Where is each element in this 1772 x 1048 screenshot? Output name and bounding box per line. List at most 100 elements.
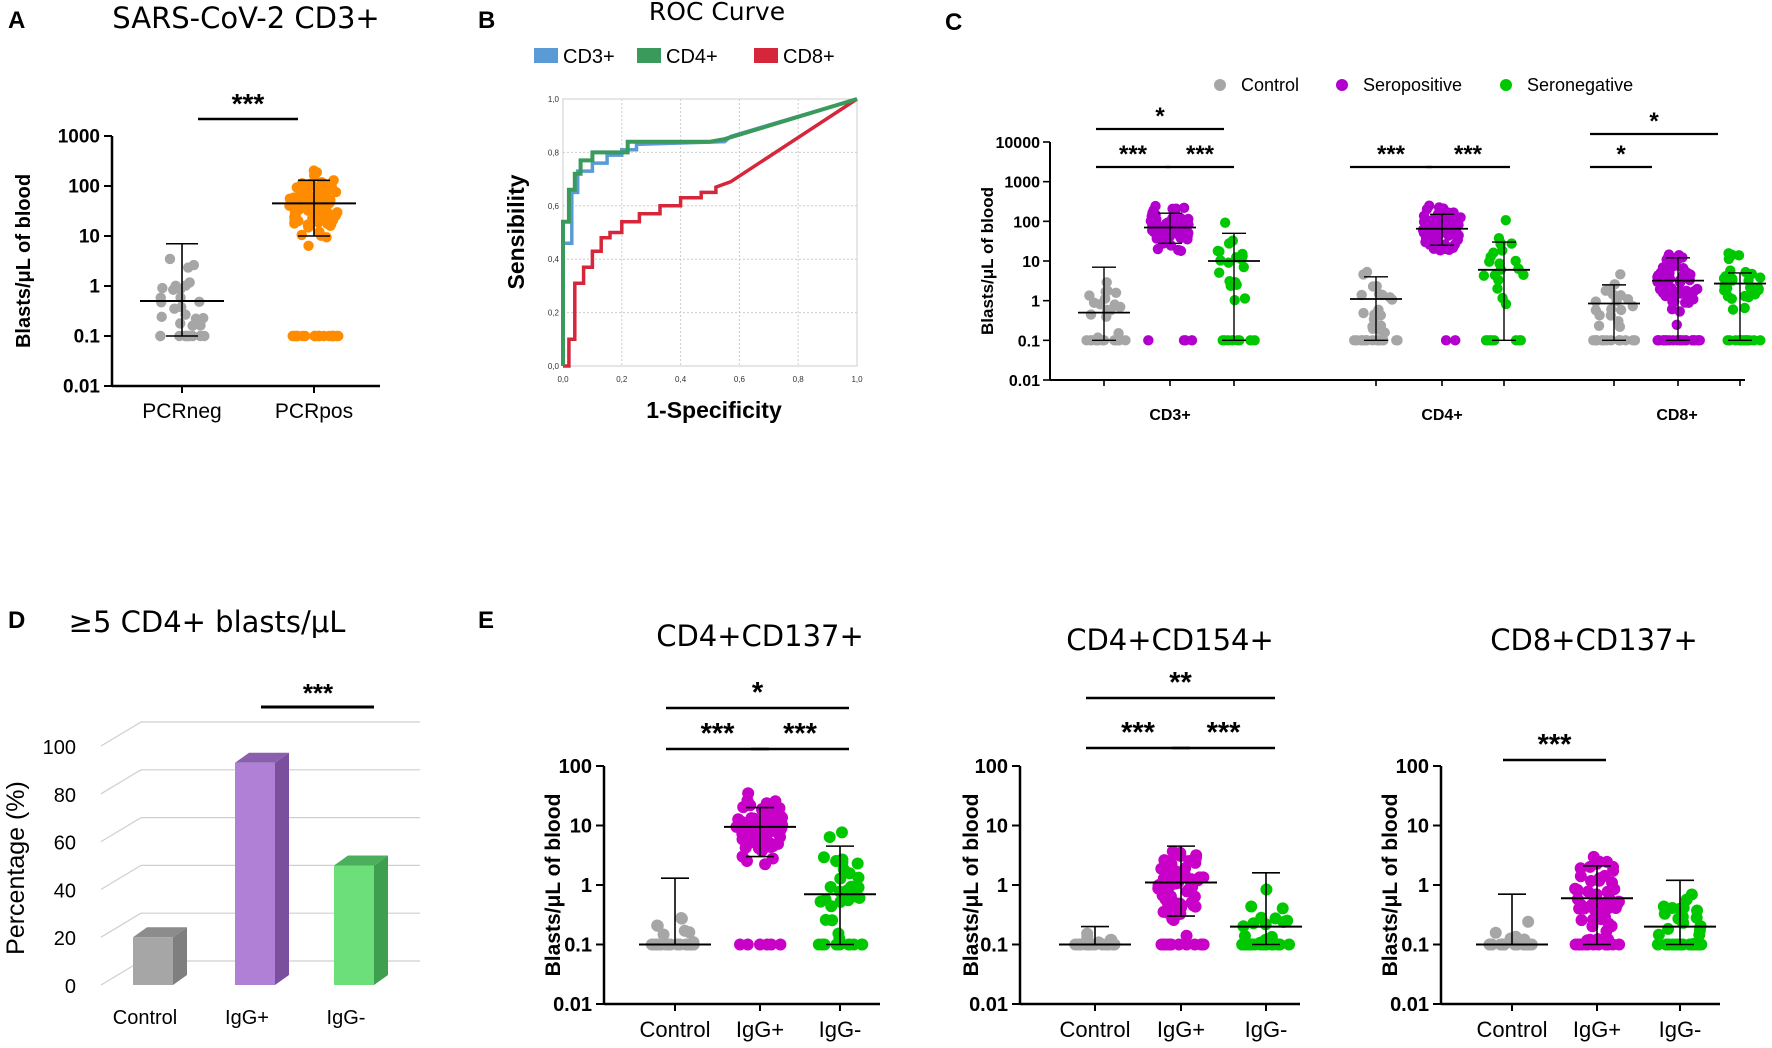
x-category-label: PCRpos — [275, 400, 353, 423]
legend-marker — [1336, 79, 1348, 91]
grid-line-side — [100, 721, 142, 747]
legend-swatch — [754, 48, 778, 63]
x-category-label: Control — [640, 1017, 711, 1042]
data-point — [824, 881, 837, 894]
data-point — [1613, 938, 1626, 951]
y-tick-label: 40 — [54, 880, 76, 902]
data-point — [198, 312, 209, 324]
data-point — [293, 215, 304, 227]
y-tick-label: 100 — [559, 756, 592, 778]
data-point — [1175, 245, 1187, 257]
data-point — [818, 938, 831, 951]
data-point — [328, 175, 339, 186]
roc-line-cd4pos — [561, 97, 858, 366]
data-point — [313, 182, 324, 193]
data-point — [1755, 335, 1766, 346]
data-point — [1691, 904, 1704, 917]
panel-label-b: B — [478, 7, 495, 34]
y-tick-label: 100 — [68, 177, 100, 198]
data-point — [1513, 263, 1524, 274]
y-tick-label: 0.1 — [564, 935, 592, 957]
data-point — [1522, 915, 1535, 928]
data-point — [1180, 929, 1193, 942]
data-point — [1666, 255, 1677, 266]
legend-label: CD3+ — [563, 46, 615, 68]
data-point — [325, 220, 336, 231]
data-point — [1418, 210, 1430, 222]
y-tick-label: 1 — [1418, 875, 1429, 897]
x-category-label: IgG- — [1245, 1017, 1288, 1042]
bar-top — [334, 855, 388, 866]
data-point — [774, 938, 787, 951]
data-point — [1660, 335, 1671, 346]
x-category-label: IgG+ — [225, 1007, 269, 1029]
data-point — [1584, 860, 1597, 873]
data-point — [657, 928, 670, 941]
data-point — [1575, 914, 1588, 927]
data-point — [766, 852, 779, 865]
bar — [334, 865, 374, 985]
significance-label: *** — [1454, 141, 1483, 168]
chart-title: CD4+CD154+ — [1066, 623, 1274, 657]
bar — [133, 937, 173, 985]
data-point — [1671, 319, 1682, 330]
y-tick-label: 0,8 — [548, 148, 560, 157]
data-point — [1212, 245, 1224, 257]
legend-label: CD4+ — [666, 46, 718, 68]
data-point — [297, 330, 308, 342]
data-point — [1726, 293, 1738, 304]
data-point — [1572, 938, 1585, 951]
legend-label: Seropositive — [1363, 75, 1462, 95]
significance-label: *** — [1377, 141, 1406, 168]
data-point — [1506, 238, 1517, 249]
x-tick-label: 1,0 — [851, 375, 863, 384]
data-point — [1672, 912, 1685, 925]
x-category-label: PCRneg — [142, 400, 221, 423]
data-point — [1590, 304, 1602, 316]
grid-line-side — [100, 912, 142, 938]
data-point — [1428, 243, 1440, 255]
significance-label: *** — [1119, 141, 1148, 168]
panel-a-chart: 0.01 0.1 1 10 100 1000 Blasts/μL of blood SARS-… — [13, 1, 380, 423]
bar-side — [374, 855, 388, 985]
data-point — [1607, 860, 1620, 873]
data-point — [1168, 212, 1180, 224]
data-point — [1238, 261, 1249, 273]
data-point — [1598, 869, 1611, 882]
data-point — [284, 200, 295, 211]
y-tick-label: 100 — [1396, 756, 1429, 778]
data-point — [1452, 213, 1463, 225]
data-point — [296, 185, 307, 197]
y-tick-label: 0 — [65, 976, 76, 998]
data-point — [1219, 217, 1231, 228]
data-point — [1143, 335, 1154, 346]
data-point — [1571, 884, 1584, 897]
legend-label: Control — [1241, 75, 1299, 95]
data-point — [1667, 296, 1678, 307]
y-tick-label: 100 — [1013, 214, 1040, 231]
data-point — [156, 311, 167, 323]
data-point — [1444, 219, 1455, 230]
panel-d-bar-chart: ≥5 CD4+ blasts/μL 0 20 40 60 80 100 Percentage … — [2, 605, 420, 1029]
legend-swatch — [534, 48, 558, 63]
data-point — [1197, 871, 1210, 884]
panel-e-cd8-cd137-chart: 0.01 0.1 1 10 100 Blasts/μL of blood CD8+CD137… — [1379, 623, 1720, 1042]
data-point — [1197, 938, 1210, 951]
data-point — [1492, 283, 1503, 294]
data-point — [308, 165, 320, 176]
data-point — [175, 318, 186, 329]
data-point — [1358, 269, 1369, 280]
y-axis-title: Blasts/μL of blood — [13, 174, 35, 348]
data-point — [1629, 335, 1641, 346]
data-point — [1719, 285, 1730, 296]
y-tick-label: 1,0 — [548, 95, 560, 104]
x-category-label: IgG- — [327, 1007, 366, 1029]
significance-label: *** — [1538, 729, 1573, 761]
chart-title: ROC Curve — [649, 0, 785, 26]
data-point — [1283, 938, 1296, 951]
data-point — [1085, 335, 1097, 346]
bar-top — [235, 752, 289, 763]
data-point — [1277, 916, 1290, 929]
data-point — [817, 851, 830, 864]
data-point — [1674, 306, 1685, 317]
